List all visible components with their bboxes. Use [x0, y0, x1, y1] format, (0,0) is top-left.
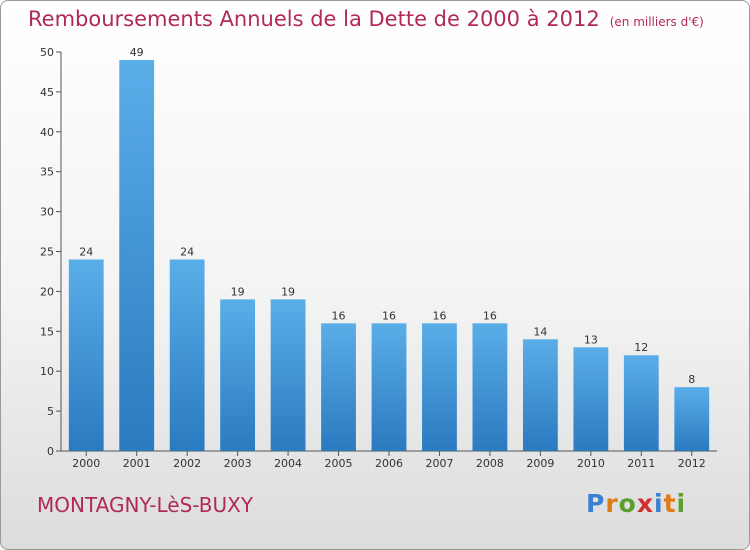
logo-letter: t — [663, 489, 677, 518]
y-tick-label: 10 — [40, 365, 54, 378]
chart-unit: (en milliers d'€) — [609, 15, 704, 29]
bar — [169, 259, 205, 451]
data-label: 19 — [231, 285, 245, 298]
data-label: 19 — [281, 285, 295, 298]
logo-letter: i — [676, 489, 687, 518]
bar — [623, 355, 659, 451]
bar — [220, 299, 256, 451]
x-tick-label: 2002 — [173, 457, 201, 470]
y-tick-label: 5 — [47, 405, 54, 418]
bar — [119, 59, 155, 451]
x-tick-label: 2011 — [627, 457, 655, 470]
x-tick-label: 2008 — [476, 457, 504, 470]
x-tick-label: 2003 — [224, 457, 252, 470]
bar — [573, 347, 609, 451]
bar — [68, 259, 104, 451]
bar — [371, 323, 407, 451]
y-tick-label: 50 — [40, 46, 54, 59]
bar — [472, 323, 508, 451]
x-tick-label: 2009 — [526, 457, 554, 470]
data-label: 24 — [180, 245, 194, 258]
data-label: 49 — [130, 46, 144, 59]
y-tick-label: 35 — [40, 166, 54, 179]
logo-letter: x — [636, 489, 654, 518]
y-tick-label: 0 — [47, 445, 54, 458]
y-tick-label: 40 — [40, 126, 54, 139]
x-tick-label: 2004 — [274, 457, 302, 470]
data-label: 8 — [688, 373, 695, 386]
x-tick-label: 2005 — [325, 457, 353, 470]
data-label: 16 — [432, 309, 446, 322]
town-name: MONTAGNY-LèS-BUXY — [37, 493, 254, 517]
data-label: 14 — [533, 325, 547, 338]
y-tick-label: 20 — [40, 285, 54, 298]
y-tick-label: 30 — [40, 206, 54, 219]
bar — [674, 387, 710, 451]
bar — [270, 299, 306, 451]
x-tick-label: 2001 — [123, 457, 151, 470]
x-tick-label: 2000 — [72, 457, 100, 470]
chart-title: Remboursements Annuels de la Dette de 20… — [28, 7, 600, 31]
data-label: 24 — [79, 245, 93, 258]
x-tick-label: 2010 — [577, 457, 605, 470]
logo-letter: P — [586, 489, 606, 518]
chart-title-block: Remboursements Annuels de la Dette de 20… — [28, 7, 704, 31]
logo-letter: o — [618, 489, 637, 518]
bar — [522, 339, 558, 451]
proxiti-logo: Proxiti — [586, 489, 686, 518]
bar — [422, 323, 457, 451]
logo-letter: i — [654, 489, 664, 518]
y-tick-label: 15 — [40, 325, 54, 338]
data-label: 12 — [634, 341, 648, 354]
bar — [321, 323, 356, 451]
data-label: 16 — [483, 309, 497, 322]
logo-letter: r — [605, 489, 619, 518]
x-tick-label: 2007 — [425, 457, 453, 470]
data-label: 13 — [584, 333, 598, 346]
x-tick-label: 2006 — [375, 457, 403, 470]
x-tick-label: 2012 — [678, 457, 706, 470]
data-label: 16 — [382, 309, 396, 322]
data-label: 16 — [332, 309, 346, 322]
y-tick-label: 25 — [40, 246, 54, 259]
y-tick-label: 45 — [40, 86, 54, 99]
